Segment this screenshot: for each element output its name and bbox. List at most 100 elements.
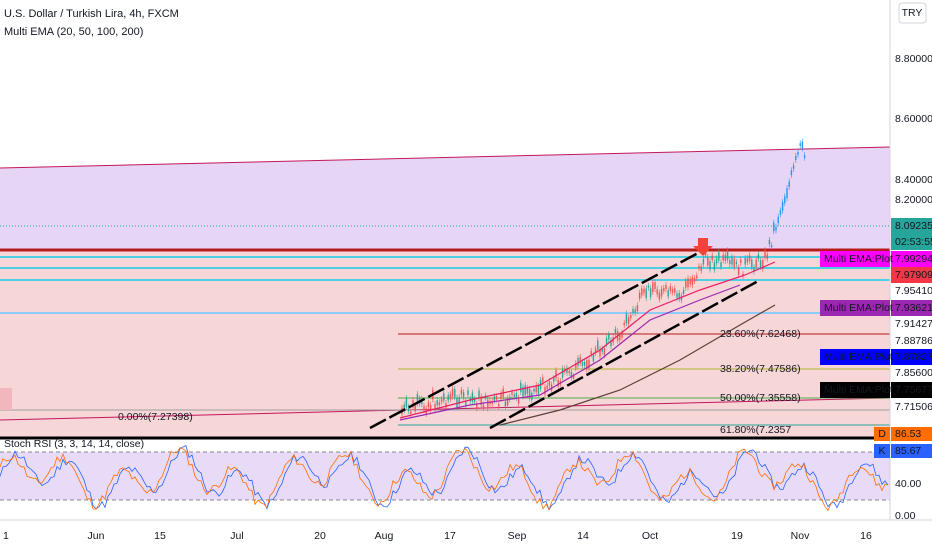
candle-body bbox=[715, 258, 718, 264]
candle-body bbox=[506, 398, 509, 406]
candle-body bbox=[583, 362, 586, 366]
candle-body bbox=[599, 348, 601, 357]
ema-tag-label: Multi EMA:Plot bbox=[824, 351, 893, 363]
candle-body bbox=[790, 170, 793, 176]
candle-body bbox=[445, 402, 447, 408]
fib-label: 0.00%(7.27398) bbox=[118, 411, 193, 423]
time-axis-label: 16 bbox=[860, 530, 872, 542]
candle-body bbox=[572, 375, 575, 379]
fib-label: 50.00%(7.35558) bbox=[720, 392, 801, 404]
candle-body bbox=[636, 305, 639, 312]
candle-body bbox=[586, 359, 588, 370]
candle-body bbox=[498, 403, 500, 407]
candle-body bbox=[733, 258, 735, 268]
candle-body bbox=[542, 377, 544, 383]
candle-body bbox=[768, 239, 771, 245]
candle-body bbox=[645, 288, 647, 299]
candle-body bbox=[676, 293, 678, 298]
ema-tag-label: Multi EMA:Plot bbox=[824, 384, 893, 396]
candle-body bbox=[407, 406, 410, 412]
candle-body bbox=[801, 141, 804, 149]
time-axis-label: Nov bbox=[791, 530, 810, 542]
ema-tag bbox=[820, 349, 890, 365]
candle-body bbox=[533, 388, 535, 392]
time-axis-label: Sep bbox=[508, 530, 527, 542]
candle-body bbox=[605, 337, 608, 345]
candle-body bbox=[614, 328, 617, 335]
candle-body bbox=[537, 385, 540, 395]
indicator-title: Multi EMA (20, 50, 100, 200) bbox=[4, 26, 143, 38]
candle-body bbox=[638, 292, 641, 299]
candle-body bbox=[423, 405, 425, 411]
candle-body bbox=[528, 388, 531, 398]
candle-body bbox=[625, 313, 628, 324]
trend-line bbox=[369, 250, 701, 430]
candle-body bbox=[465, 400, 467, 405]
candle-body bbox=[724, 254, 727, 261]
candle-body bbox=[548, 381, 551, 386]
fib-label: 61.80%(7.2357 bbox=[720, 424, 791, 436]
symbol-title: U.S. Dollar / Turkish Lira, 4h, FXCM bbox=[4, 8, 179, 20]
candle-body bbox=[803, 155, 806, 158]
trend-line bbox=[489, 278, 761, 430]
candle-body bbox=[517, 397, 520, 404]
stoch-tag bbox=[874, 444, 890, 458]
candle-body bbox=[744, 257, 746, 265]
candle-body bbox=[495, 396, 498, 400]
candle-body bbox=[579, 356, 581, 364]
candle-body bbox=[570, 372, 573, 378]
candle-body bbox=[777, 216, 779, 224]
candle-body bbox=[575, 363, 577, 369]
candle-body bbox=[427, 402, 430, 408]
stoch-axis-label: 40.00 bbox=[895, 478, 921, 490]
candle-body bbox=[687, 278, 689, 288]
candle-body bbox=[660, 288, 663, 297]
candle-body bbox=[553, 378, 555, 382]
candle-body bbox=[623, 322, 625, 326]
candle-body bbox=[467, 390, 469, 395]
candle-body bbox=[478, 390, 480, 399]
candle-body bbox=[451, 388, 454, 397]
stoch-line bbox=[0, 446, 889, 512]
candle-body bbox=[487, 399, 489, 409]
channel-top bbox=[0, 146, 891, 169]
currency-label[interactable]: TRY bbox=[902, 7, 923, 19]
price-axis-label: 8.80000 bbox=[895, 53, 932, 65]
candle-body bbox=[594, 348, 597, 354]
candle-body bbox=[592, 354, 595, 362]
candle-body bbox=[685, 280, 687, 288]
candle-body bbox=[654, 282, 656, 290]
currency-button[interactable] bbox=[898, 2, 927, 24]
candle-body bbox=[561, 368, 564, 378]
stoch-tag-key: K bbox=[878, 445, 885, 457]
candle-body bbox=[641, 288, 643, 296]
candle-body bbox=[722, 254, 724, 261]
candle-body bbox=[429, 404, 432, 410]
candle-body bbox=[588, 359, 590, 369]
candle-body bbox=[759, 260, 762, 268]
candle-body bbox=[509, 396, 511, 400]
stoch-tag bbox=[891, 444, 932, 458]
candle-body bbox=[726, 250, 729, 261]
candle-body bbox=[757, 254, 760, 259]
candle-body bbox=[526, 387, 529, 394]
candle-body bbox=[447, 394, 449, 401]
candle-body bbox=[751, 259, 753, 268]
candle-body bbox=[689, 279, 691, 285]
candle-body bbox=[535, 384, 537, 393]
price-axis-label: 8.60000 bbox=[895, 113, 932, 125]
candle-body bbox=[462, 392, 465, 398]
candle-body bbox=[632, 308, 634, 313]
candle-body bbox=[414, 405, 416, 412]
candle-body bbox=[658, 292, 661, 300]
candle-body bbox=[522, 387, 524, 397]
candle-body bbox=[504, 401, 507, 407]
candle-body bbox=[713, 262, 716, 270]
channel-zone bbox=[0, 147, 890, 250]
channel-bottom bbox=[0, 397, 891, 421]
price-tag bbox=[891, 382, 932, 398]
candle-body bbox=[735, 261, 738, 265]
price-tag-label: 7.93621 bbox=[895, 302, 932, 314]
